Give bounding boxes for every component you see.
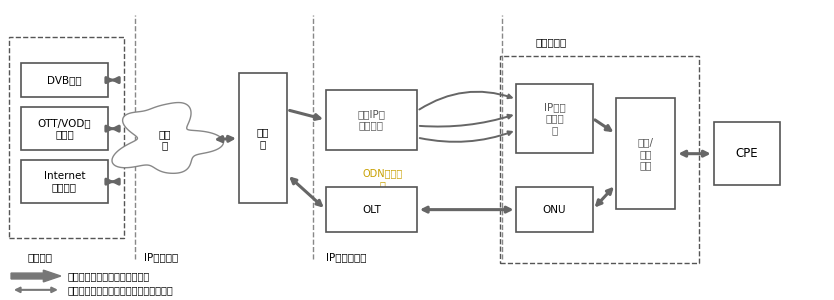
Polygon shape: [112, 103, 224, 173]
Text: OTT/VOD业
务平台: OTT/VOD业 务平台: [38, 118, 91, 140]
Polygon shape: [11, 270, 61, 282]
Text: 直播、点播、互联网等视频数据: 直播、点播、互联网等视频数据: [68, 271, 149, 281]
Text: Internet
业务平台: Internet 业务平台: [43, 171, 85, 193]
Bar: [615, 98, 676, 209]
Text: 点播、互联网等不含视频数据的窄带数据: 点播、互联网等不含视频数据的窄带数据: [68, 285, 173, 295]
Bar: [326, 187, 417, 232]
Text: IP广播前端: IP广播前端: [143, 253, 178, 262]
Bar: [500, 56, 699, 263]
Text: 融合型网关: 融合型网关: [535, 38, 567, 47]
Bar: [239, 74, 287, 203]
Bar: [21, 107, 108, 150]
Text: OLT: OLT: [362, 205, 381, 214]
Bar: [9, 37, 123, 238]
Text: 交换
机: 交换 机: [257, 128, 269, 149]
Text: IP广播传输网: IP广播传输网: [326, 253, 366, 262]
Bar: [21, 160, 108, 203]
Text: ODN光分配
网: ODN光分配 网: [362, 169, 402, 190]
Bar: [326, 90, 417, 150]
Text: 万兆IP广
播分发机: 万兆IP广 播分发机: [358, 109, 385, 130]
Text: 业务平台: 业务平台: [28, 253, 53, 262]
Text: 千兆/
百兆
交换: 千兆/ 百兆 交换: [638, 137, 654, 170]
Bar: [516, 187, 593, 232]
Text: CPE: CPE: [736, 147, 758, 160]
Text: IP广播
接收模
块: IP广播 接收模 块: [544, 102, 565, 135]
Text: 骨干
网: 骨干 网: [158, 129, 171, 151]
Text: ONU: ONU: [543, 205, 566, 214]
Bar: [714, 122, 780, 185]
Bar: [516, 84, 593, 153]
Bar: [21, 63, 108, 97]
Text: DVB平台: DVB平台: [48, 75, 82, 85]
